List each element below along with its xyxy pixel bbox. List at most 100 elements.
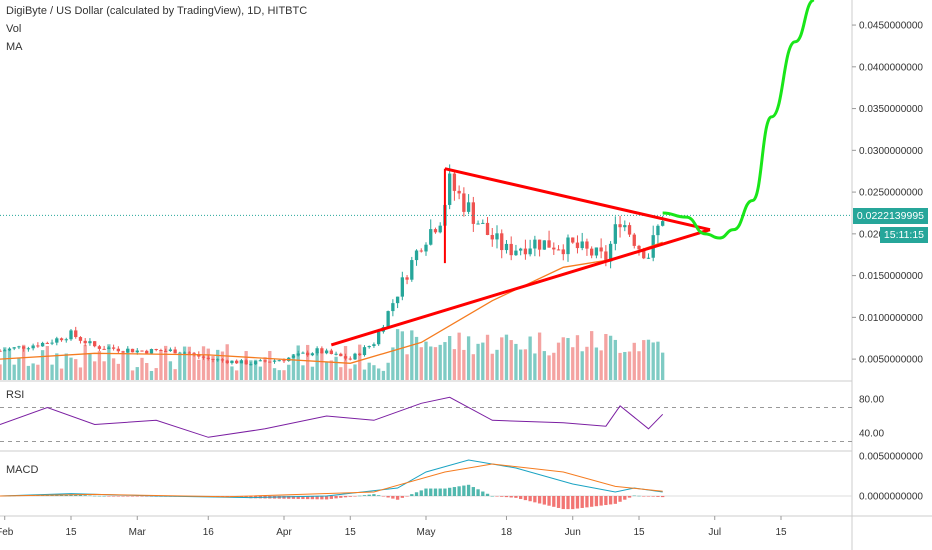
candle-body: [64, 339, 68, 341]
macd-histogram-bar: [310, 496, 315, 500]
time-tick-label: May: [417, 527, 436, 538]
volume-bar: [102, 361, 106, 380]
volume-bar: [282, 370, 286, 380]
macd-histogram-bar: [438, 488, 442, 496]
volume-bar: [0, 364, 2, 380]
price-tick-label: 0.0300000000: [859, 146, 923, 157]
volume-bar: [353, 364, 357, 380]
volume-bar: [438, 344, 442, 380]
macd-histogram-bar: [320, 496, 324, 500]
volume-bar: [481, 342, 485, 380]
volume-bar: [12, 364, 16, 380]
time-tick-label: Apr: [276, 527, 292, 538]
candle-body: [395, 296, 400, 304]
candle-body: [580, 241, 584, 249]
candle-body: [140, 350, 144, 352]
macd-histogram-bar: [140, 496, 144, 497]
candle-body: [50, 342, 54, 344]
macd-histogram-bar: [452, 487, 457, 496]
volume-bar: [296, 345, 300, 380]
volume-bar: [637, 351, 641, 380]
macd-histogram-bar: [556, 496, 561, 508]
candle-body: [164, 350, 168, 352]
candle-body: [220, 359, 225, 361]
macd-histogram-bar: [405, 496, 409, 497]
volume-bar: [523, 349, 528, 380]
candle-body: [149, 349, 154, 354]
candle-body: [339, 353, 343, 357]
candle-body: [590, 248, 594, 256]
candle-body: [102, 348, 106, 350]
macd-histogram-bar: [433, 488, 438, 496]
volume-bar: [216, 349, 220, 380]
volume-bar: [50, 364, 54, 380]
volume-bar: [310, 366, 315, 380]
candle-body: [566, 237, 570, 255]
candle-body: [637, 245, 641, 250]
candle-body: [358, 353, 362, 356]
volume-bar: [533, 353, 537, 380]
price-tick-label: 0.0250000000: [859, 188, 923, 199]
candle-body: [192, 353, 196, 355]
volume-bar: [448, 336, 452, 380]
macd-histogram-bar: [424, 488, 428, 496]
time-tick-label: 15: [633, 527, 645, 538]
volume-bar: [315, 351, 319, 380]
candle-body: [509, 243, 513, 256]
macd-pane-label: MACD: [6, 464, 39, 476]
volume-bar: [452, 349, 457, 380]
macd-histogram-bar: [362, 495, 367, 496]
candle-body: [0, 350, 2, 352]
candle-body: [22, 346, 26, 349]
candle-body: [211, 358, 215, 360]
volume-bar: [64, 353, 68, 380]
macd-histogram-bar: [509, 496, 513, 498]
volume-bar: [457, 332, 461, 380]
volume-bar: [22, 344, 26, 380]
candle-body: [594, 247, 599, 256]
macd-histogram-bar: [400, 496, 404, 498]
candle-body: [135, 350, 139, 353]
macd-histogram-bar: [386, 496, 390, 498]
volume-bar: [424, 341, 428, 380]
volume-bar: [599, 350, 603, 380]
macd-histogram-bar: [93, 495, 97, 497]
macd-histogram-bar: [623, 496, 627, 500]
volume-bar: [36, 364, 40, 380]
candle-body: [225, 360, 229, 364]
candle-body: [656, 225, 660, 236]
volume-bar: [372, 365, 376, 380]
candle-body: [500, 233, 504, 251]
volume-bar: [381, 370, 386, 380]
volume-bar: [320, 351, 324, 380]
macd-histogram-bar: [485, 493, 490, 496]
candle-body: [353, 353, 357, 360]
volume-bar: [358, 344, 362, 380]
volume-bar: [69, 357, 73, 380]
candle-body: [537, 239, 542, 250]
time-tick-label: 15: [65, 527, 77, 538]
volume-bar: [201, 346, 206, 380]
macd-histogram-bar: [83, 495, 87, 496]
macd-histogram-bar: [566, 496, 570, 510]
volume-bar: [632, 342, 636, 380]
macd-histogram-bar: [646, 496, 651, 497]
candle-body: [277, 360, 281, 362]
volume-bar: [197, 359, 201, 380]
macd-histogram-bar: [111, 496, 116, 497]
countdown-tag: 15:11:15: [879, 227, 928, 243]
volume-bar: [509, 340, 513, 380]
volume-bar: [220, 351, 225, 380]
macd-histogram-bar: [490, 496, 494, 497]
price-tick-label: 0.0050000000: [859, 355, 923, 366]
volume-bar: [26, 365, 31, 380]
macd-histogram-bar: [225, 496, 229, 497]
volume-bar: [367, 362, 371, 380]
candle-body: [263, 360, 267, 362]
volume-bar: [623, 351, 627, 380]
volume-bar: [17, 357, 21, 380]
candle-body: [438, 225, 442, 233]
macd-histogram-bar: [618, 496, 622, 502]
macd-histogram-bar: [367, 494, 371, 496]
